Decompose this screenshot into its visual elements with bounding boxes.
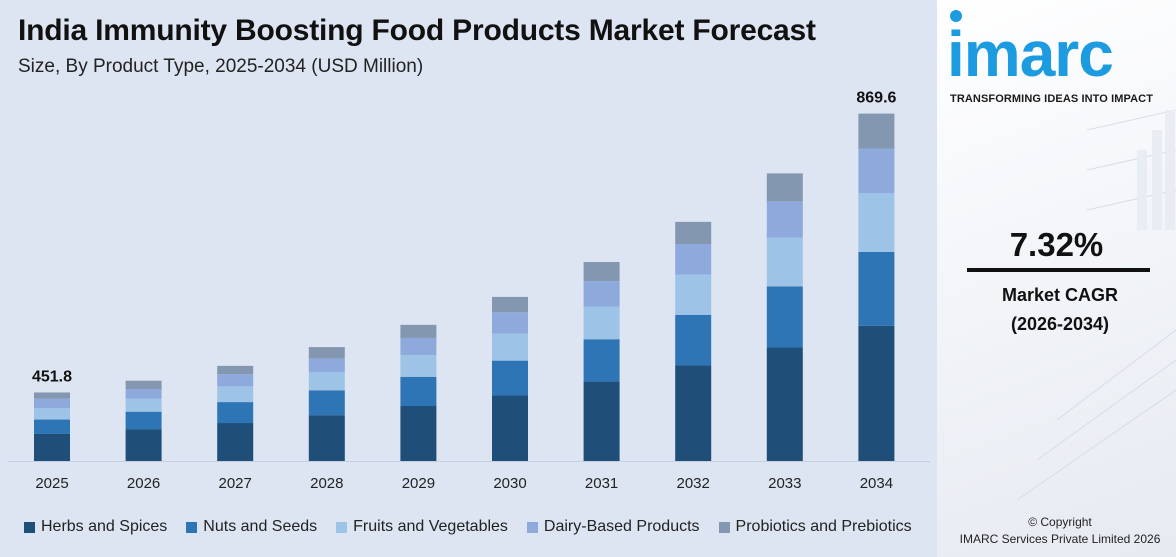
- bar-segment: [858, 251, 895, 326]
- bar-segment: [217, 402, 254, 424]
- x-tick-label: 2025: [35, 475, 68, 492]
- bar-segment: [766, 347, 803, 461]
- legend-label: Dairy-Based Products: [543, 518, 700, 535]
- bar-segment: [400, 354, 437, 377]
- bar-segment: [400, 337, 437, 355]
- bar-segment: [492, 333, 528, 361]
- bar-segment: [675, 221, 712, 245]
- x-tick-label: 2034: [860, 475, 893, 492]
- bar-segment: [858, 193, 895, 252]
- legend-item: Probiotics and Prebiotics: [718, 518, 912, 536]
- bar-segment: [217, 423, 254, 461]
- bar-segment: [217, 365, 254, 375]
- bar-segment: [400, 324, 437, 338]
- bar-segment: [400, 406, 437, 461]
- bar-segment: [858, 325, 895, 461]
- brand-panel: imarc TRANSFORMING IDEAS INTO IMPACT 7.3…: [937, 0, 1176, 557]
- chart-subtitle: Size, By Product Type, 2025-2034 (USD Mi…: [18, 56, 424, 77]
- legend-item: Dairy-Based Products: [526, 518, 700, 536]
- legend-label: Fruits and Vegetables: [353, 518, 508, 535]
- bar-segment: [583, 281, 620, 307]
- bar-segment: [675, 244, 712, 275]
- legend-swatch: [186, 521, 198, 533]
- bar-segment: [583, 381, 620, 461]
- legend-swatch: [526, 521, 538, 533]
- cagr-divider: [967, 268, 1150, 272]
- cagr-period: (2026-2034): [1010, 314, 1110, 334]
- x-tick-label: 2031: [585, 475, 618, 492]
- copyright-text: © Copyright: [1028, 515, 1092, 529]
- bar-segment: [766, 173, 803, 202]
- bar-segment: [125, 388, 162, 399]
- bar-segment: [583, 339, 620, 382]
- x-tick-label: 2029: [402, 475, 435, 492]
- legend-swatch: [24, 521, 35, 533]
- x-tick-label: 2033: [768, 475, 801, 492]
- bar-total-label: 451.8: [32, 368, 72, 385]
- bar-segment: [492, 296, 528, 313]
- bar-segment: [308, 358, 345, 372]
- bar-segment: [492, 360, 528, 396]
- bar-segment: [766, 237, 803, 287]
- bar-segment: [583, 262, 620, 282]
- bar-segment: [858, 113, 895, 149]
- bar-segment: [308, 347, 345, 359]
- bar-segment: [125, 429, 162, 461]
- logo-dot: [950, 10, 962, 22]
- cagr-value: 7.32%: [1009, 226, 1104, 263]
- bar-segment: [400, 376, 437, 407]
- bar-segment: [675, 274, 712, 315]
- x-tick-label: 2028: [310, 475, 343, 492]
- x-tick-label: 2032: [677, 475, 710, 492]
- bar-segment: [34, 419, 70, 434]
- cagr-label: Market CAGR: [1001, 285, 1119, 305]
- bar-segment: [34, 433, 70, 461]
- bar-segment: [675, 314, 712, 366]
- bar-segment: [125, 380, 162, 389]
- bar-segment: [34, 408, 70, 420]
- bar-segment: [217, 386, 254, 403]
- bar-segment: [34, 398, 70, 409]
- bar-segment: [492, 395, 528, 461]
- bar-segment: [125, 411, 162, 430]
- legend-label: Herbs and Spices: [41, 518, 168, 535]
- bar-segment: [217, 374, 254, 387]
- chart-title: India Immunity Boosting Food Products Ma…: [18, 14, 816, 47]
- background-decoration: [1016, 109, 1176, 501]
- x-tick-label: 2027: [219, 475, 252, 492]
- bar-segment: [125, 398, 162, 412]
- imarc-logo: imarc: [947, 18, 1114, 90]
- bar-segment: [308, 415, 345, 461]
- bar-segment: [858, 148, 895, 194]
- legend-item: Herbs and Spices: [24, 518, 167, 536]
- bar-segment: [766, 201, 803, 238]
- legend-label: Nuts and Seeds: [203, 518, 318, 535]
- stacked-bar-chart: 2025 451.8 2026 2027 2028 2029 2030 2031 2032 203…: [8, 90, 930, 492]
- x-tick-label: 2026: [127, 475, 160, 492]
- bar-segment: [675, 365, 712, 461]
- legend-item: Fruits and Vegetables: [336, 518, 508, 536]
- legend-label: Probiotics and Prebiotics: [735, 518, 912, 535]
- bar-segment: [492, 312, 528, 334]
- company-name: IMARC Services Private Limited 2026: [959, 532, 1161, 546]
- bar-segment: [308, 390, 345, 416]
- bar-segment: [766, 286, 803, 348]
- bar-total-label: 869.6: [856, 90, 896, 107]
- bar-segment: [34, 392, 70, 399]
- legend-item: Nuts and Seeds: [186, 518, 317, 536]
- chart-panel: India Immunity Boosting Food Products Ma…: [8, 14, 931, 536]
- bar-segment: [583, 306, 620, 340]
- legend-swatch: [336, 521, 348, 533]
- chart-legend: Herbs and Spices Nuts and Seeds Fruits and…: [24, 518, 931, 536]
- legend-swatch: [718, 521, 730, 533]
- brand-tagline: TRANSFORMING IDEAS INTO IMPACT: [950, 93, 1154, 105]
- bar-segment: [308, 371, 345, 391]
- x-tick-label: 2030: [493, 475, 526, 492]
